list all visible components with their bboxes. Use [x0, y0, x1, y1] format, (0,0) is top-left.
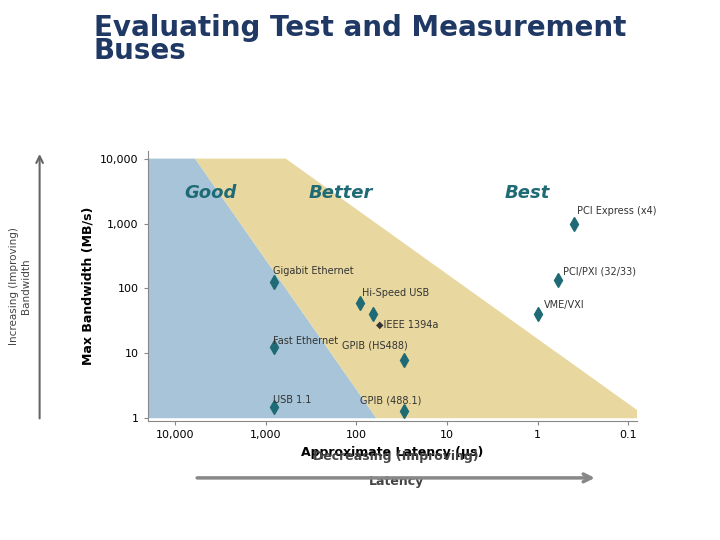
Text: Fast Ethernet: Fast Ethernet	[274, 336, 338, 346]
Text: Better: Better	[308, 184, 372, 201]
Text: PCI Express (x4): PCI Express (x4)	[577, 206, 657, 216]
Text: ni.com: ni.com	[123, 511, 165, 525]
Polygon shape	[195, 159, 649, 418]
Text: VME/VXI: VME/VXI	[544, 300, 585, 310]
Text: Evaluating Test and Measurement: Evaluating Test and Measurement	[94, 14, 626, 42]
Text: GPIB (HS488): GPIB (HS488)	[342, 341, 408, 350]
Text: Good: Good	[185, 184, 237, 201]
Text: USB 1.1: USB 1.1	[274, 395, 312, 405]
Y-axis label: Max Bandwidth (MB/s): Max Bandwidth (MB/s)	[81, 207, 94, 366]
Text: GPIB (488.1): GPIB (488.1)	[361, 396, 422, 406]
Text: ◆IEEE 1394a: ◆IEEE 1394a	[377, 320, 438, 329]
Text: PCI/PXI (32/33): PCI/PXI (32/33)	[563, 266, 636, 276]
Polygon shape	[148, 159, 377, 418]
Text: Latency: Latency	[369, 475, 423, 488]
Text: 3: 3	[371, 523, 378, 533]
Text: Decreasing (Improving): Decreasing (Improving)	[313, 450, 479, 463]
Text: Increasing (Improving)
Bandwidth: Increasing (Improving) Bandwidth	[9, 227, 31, 345]
Text: Buses: Buses	[94, 37, 186, 65]
Text: Gigabit Ethernet: Gigabit Ethernet	[274, 266, 354, 276]
Text: Best: Best	[505, 184, 550, 201]
Text: Hi-Speed USB: Hi-Speed USB	[362, 288, 430, 298]
X-axis label: Approximate Latency (µs): Approximate Latency (µs)	[301, 446, 484, 459]
